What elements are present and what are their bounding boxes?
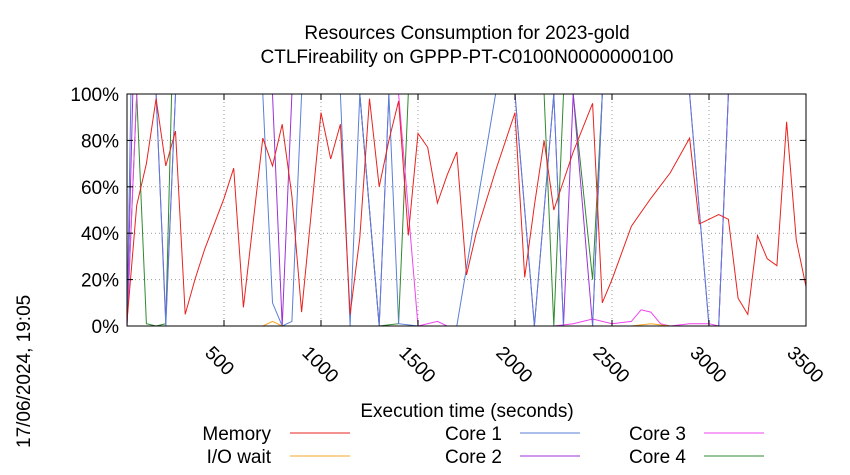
x-tick-label: 2500: [588, 343, 633, 388]
x-tick-label: 3500: [782, 343, 827, 388]
x-tick-label: 1000: [297, 343, 342, 388]
x-axis: 500 1000 1500 2000 2500 3000 3500: [200, 94, 827, 387]
y-tick-label: 0%: [92, 317, 120, 338]
timestamp-svg: 17/06/2024, 19:05: [14, 295, 35, 448]
legend-label-core-4: Core 4: [629, 447, 686, 468]
y-tick-label: 40%: [81, 224, 119, 245]
x-tick-label: 3000: [685, 343, 730, 388]
x-tick-label: 2000: [491, 343, 536, 388]
legend-label-core-1: Core 1: [445, 424, 502, 445]
series-line-core-2: [126, 93, 806, 327]
x-axis-label: Execution time (seconds): [360, 401, 573, 422]
series-line-memory: [126, 98, 807, 322]
series-group: [126, 93, 807, 327]
y-axis: 0% 20% 40% 60% 80% 100%: [70, 85, 806, 338]
grid-lines: [127, 94, 806, 326]
legend-label-core-3: Core 3: [629, 424, 686, 445]
y-tick-label: 80%: [81, 131, 119, 152]
timestamp-area: 17/06/2024, 19:05: [2, 240, 42, 450]
legend-label-core-2: Core 2: [445, 447, 502, 468]
y-tick-label: 20%: [81, 271, 119, 292]
x-tick-label: 1500: [394, 343, 439, 388]
legend-label-memory: Memory: [202, 424, 271, 445]
chart-title: Resources Consumption for 2023-gold: [304, 23, 629, 44]
series-line-core-3: [126, 93, 806, 327]
y-tick-label: 100%: [70, 85, 119, 106]
series-line-core-1: [126, 93, 806, 327]
chart-subtitle: CTLFireability on GPPP-PT-C0100N00000001…: [261, 47, 674, 68]
series-line-core-4: [126, 93, 806, 327]
x-tick-label: 500: [200, 343, 237, 380]
timestamp-label: 17/06/2024, 19:05: [14, 295, 35, 448]
legend-label-i-o-wait: I/O wait: [207, 447, 272, 468]
plot-frame: [126, 93, 807, 327]
y-tick-label: 60%: [81, 178, 119, 199]
